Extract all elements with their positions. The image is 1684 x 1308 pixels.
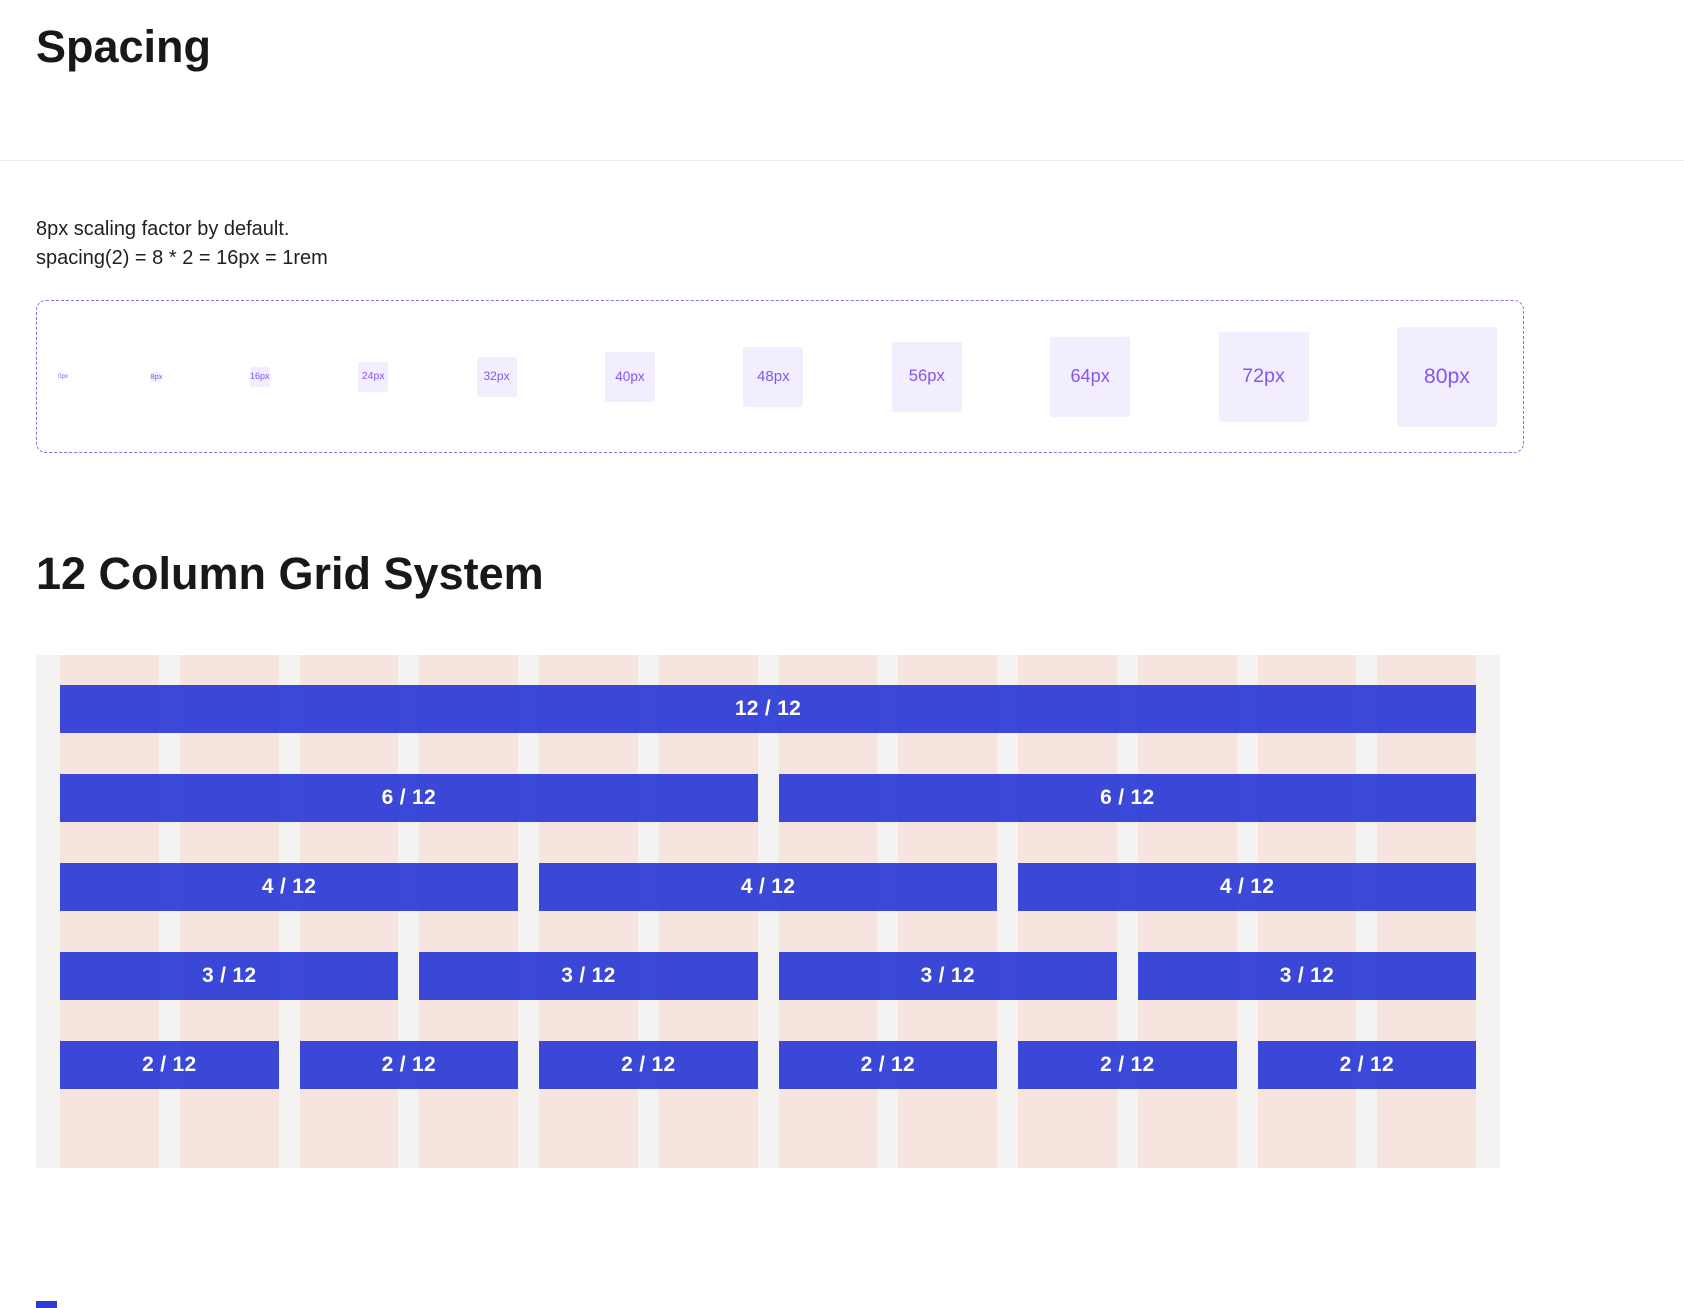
grid-bar-6-of-12: 6 / 12 [778,774,1476,822]
grid-rows: 12 / 12 6 / 12 6 / 12 4 / 12 4 / 12 4 / 12 3 /… [36,655,1500,1089]
grid-bar-2-of-12: 2 / 12 [778,1041,997,1089]
spacing-heading: Spacing [36,21,212,72]
spacing-swatch-label: 48px [756,367,790,385]
grid-heading: 12 Column Grid System [36,548,544,599]
spacing-swatch: 32px [476,356,517,397]
spacing-swatch-label: 24px [361,370,385,383]
grid-bar-2-of-12: 2 / 12 [1257,1041,1476,1089]
partial-next-section-fragment [36,1301,57,1308]
spacing-swatch-label: 40px [615,368,645,384]
spacing-item-56px: 56px [891,341,962,412]
spacing-swatch-label: 16px [249,370,270,381]
spacing-item-16px: 16px [249,366,270,387]
grid-bar-2-of-12: 2 / 12 [1018,1041,1237,1089]
grid-bar-4-of-12: 4 / 12 [539,863,997,911]
spacing-item-8px: 8px [150,371,163,382]
spacing-item-40px: 40px [604,351,655,402]
spacing-swatch: 72px [1218,331,1309,422]
spacing-swatch: 16px [249,366,270,387]
spacing-scale-row: 0px 8px 16px 24px 32px 40px 48px 56px 64px 72px 80… [36,300,1524,453]
spacing-swatch-label: 64px [1070,366,1110,387]
grid-bar-6-of-12: 6 / 12 [60,774,758,822]
spacing-item-72px: 72px [1218,331,1309,422]
grid-bar-2-of-12: 2 / 12 [539,1041,758,1089]
spacing-swatch: 8px [150,371,163,382]
grid-bar-4-of-12: 4 / 12 [60,863,518,911]
grid-bar-3-of-12: 3 / 12 [778,952,1117,1000]
spacing-item-80px: 80px [1396,326,1497,427]
spacing-swatch: 56px [891,341,962,412]
spacing-item-48px: 48px [743,346,804,407]
spacing-swatch: 40px [604,351,655,402]
grid-bar-12-of-12: 12 / 12 [60,685,1476,733]
spacing-swatch-label: 8px [150,371,163,381]
spacing-body: 8px scaling factor by default. spacing(2… [36,215,1524,453]
spacing-swatch: 80px [1396,326,1497,427]
section-divider [0,160,1684,161]
grid-row-span-6: 6 / 12 6 / 12 [60,774,1476,822]
spacing-swatch: 48px [743,346,804,407]
spacing-swatch: 64px [1050,336,1131,417]
spacing-description: 8px scaling factor by default. spacing(2… [36,215,1524,273]
spacing-item-24px: 24px [358,361,389,392]
spacing-swatch-label: 32px [483,369,510,384]
spacing-section: Spacing [36,0,1524,74]
spacing-swatch-label: 72px [1242,364,1285,387]
spacing-swatch: 24px [358,361,389,392]
grid-row-span-12: 12 / 12 [60,685,1476,733]
grid-bar-2-of-12: 2 / 12 [60,1041,279,1089]
grid-demo: 12 / 12 6 / 12 6 / 12 4 / 12 4 / 12 4 / 12 3 /… [36,655,1500,1168]
spacing-description-line-1: 8px scaling factor by default. [36,218,290,240]
grid-bar-3-of-12: 3 / 12 [1137,952,1476,1000]
grid-bar-4-of-12: 4 / 12 [1018,863,1476,911]
spacing-swatch-label: 80px [1423,364,1470,388]
spacing-item-64px: 64px [1050,336,1131,417]
spacing-description-line-2: spacing(2) = 8 * 2 = 16px = 1rem [36,247,328,269]
spacing-swatch-label: 56px [908,366,945,386]
grid-row-span-4: 4 / 12 4 / 12 4 / 12 [60,863,1476,911]
grid-bar-2-of-12: 2 / 12 [299,1041,518,1089]
spacing-swatch-label: 0px [58,373,68,380]
grid-bar-3-of-12: 3 / 12 [60,952,399,1000]
grid-row-span-3: 3 / 12 3 / 12 3 / 12 3 / 12 [60,952,1476,1000]
spacing-item-32px: 32px [476,356,517,397]
grid-section: 12 Column Grid System 12 / 12 6 / 12 6 / 1… [36,547,1524,1168]
grid-bar-3-of-12: 3 / 12 [419,952,758,1000]
grid-row-span-2: 2 / 12 2 / 12 2 / 12 2 / 12 2 / 12 2 / 12 [60,1041,1476,1089]
